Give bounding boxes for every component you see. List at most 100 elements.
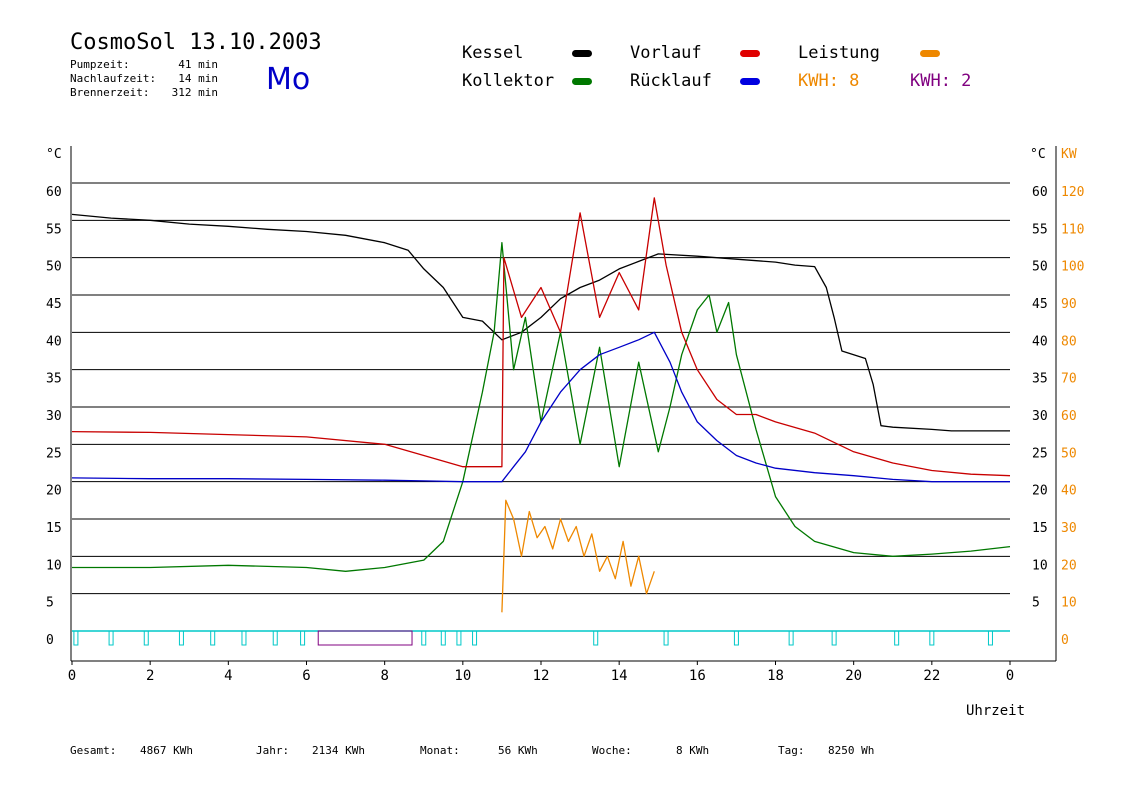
legend-ruecklauf-label: Rücklauf [630,71,712,91]
power-tick-label: 40 [1061,484,1077,499]
total-gesamt-value: 4867 KWh [140,744,193,757]
y-tick-label-left: 30 [46,409,62,424]
pump-marker [108,630,114,646]
y-tick-label-right: 5 [1032,596,1040,611]
x-tick-label: 0 [1006,668,1014,684]
x-tick-label: 6 [302,668,310,684]
y-tick-label-right: 35 [1032,372,1048,387]
x-tick-label: 12 [533,668,550,684]
total-jahr-value: 2134 KWh [312,744,365,757]
page-title: CosmoSol 13.10.2003 [70,30,322,55]
pump-marker [894,630,900,646]
pump-marker [143,630,149,646]
y-tick-label-right: 30 [1032,409,1048,424]
y-tick-label-left: 0 [46,633,54,648]
total-monat-value: 56 KWh [498,744,538,757]
pump-marker [663,630,669,646]
x-tick-label: 8 [380,668,388,684]
x-axis-label: Uhrzeit [966,703,1025,719]
series-line-kessel [71,213,1010,432]
power-tick-label: 10 [1061,596,1077,611]
total-tag-value: 8250 Wh [828,744,875,757]
y-tick-label-right: 15 [1032,521,1048,536]
pump-marker [73,630,79,646]
y-tick-label-right: 50 [1032,260,1048,275]
power-tick-label: 60 [1061,409,1077,424]
series-line-kollektor [72,242,1011,572]
legend-vorlauf-label: Vorlauf [630,43,702,63]
legend-ruecklauf-swatch [740,78,760,85]
x-tick-label: 14 [611,668,628,684]
y-tick-label-right: 25 [1032,446,1048,461]
stat-value-pumpzeit: 41 min [178,58,218,71]
power-tick-label: 70 [1061,372,1077,387]
y-tick-label-left: 45 [46,297,62,312]
legend-kollektor-swatch [572,78,592,85]
legend-kessel-swatch [572,50,592,57]
tick-labels: 0510152025303540455055605101520253035404… [46,147,1084,719]
power-tick-label: 0 [1061,633,1069,648]
x-tick-label: 10 [454,668,471,684]
stat-label-pumpzeit: Pumpzeit: [70,58,130,71]
y-tick-label-left: 55 [46,222,62,237]
pump-marker [178,630,184,646]
total-jahr-label: Jahr: [256,744,290,757]
power-tick-label: 90 [1061,297,1077,312]
power-unit: KW [1061,147,1077,162]
y-tick-label-left: 5 [46,596,54,611]
y-tick-label-left: 10 [46,558,62,573]
legend-kwh-a: KWH: 8 [798,71,860,91]
y-tick-label-right: 55 [1032,222,1048,237]
pump-marker [456,630,462,646]
y-tick-label-right: 10 [1032,558,1048,573]
legend-kwh-b: KWH: 2 [910,71,972,91]
y-tick-label-right: 40 [1032,334,1048,349]
x-tick-label: 20 [845,668,862,684]
y-tick-label-left: 35 [46,372,62,387]
stat-value-brennerzeit: 312 min [171,86,218,99]
power-tick-label: 80 [1061,334,1077,349]
stat-label-brennerzeit: Brennerzeit: [70,86,150,99]
series-line-rcklauf [71,331,1010,483]
power-tick-label: 20 [1061,558,1077,573]
y-tick-label-left: 40 [46,334,62,349]
pump-marker [421,630,427,646]
pump-marker [300,630,306,646]
legend-kessel-label: Kessel [462,43,524,63]
power-tick-label: 30 [1061,521,1077,536]
pump-marker [472,630,478,646]
pump-marker [272,630,278,646]
burner-block [317,630,413,646]
y-tick-label-right: 60 [1032,185,1048,200]
stat-value-nachlaufzeit: 14 min [178,72,218,85]
power-tick-label: 50 [1061,446,1077,461]
total-tag-label: Tag: [778,744,805,757]
pump-marker [987,630,993,646]
series-line-vorlauf [71,197,1011,477]
y-tick-label-left: 25 [46,446,62,461]
x-tick-label: 22 [923,668,940,684]
y-unit-left: °C [46,147,62,162]
x-tick-label: 18 [767,668,784,684]
x-tick-label: 2 [146,668,154,684]
pump-marker [831,630,837,646]
total-woche-value: 8 KWh [676,744,710,757]
pump-marker [929,630,935,646]
power-tick-label: 120 [1061,185,1084,200]
y-tick-label-left: 50 [46,260,62,275]
stat-label-nachlaufzeit: Nachlaufzeit: [70,72,157,85]
legend-kollektor-label: Kollektor [462,71,555,91]
pump-marker [241,630,247,646]
x-tick-label: 16 [689,668,706,684]
y-tick-label-left: 20 [46,484,62,499]
series-lines [71,197,1011,646]
legend-vorlauf-swatch [740,50,760,57]
grid-lines [72,182,1010,595]
power-tick-label: 100 [1061,260,1084,275]
total-gesamt-label: Gesamt: [70,744,117,757]
x-tick-label: 4 [224,668,232,684]
y-tick-label-right: 20 [1032,484,1048,499]
pump-marker [210,630,216,646]
y-unit-right: °C [1030,147,1046,162]
